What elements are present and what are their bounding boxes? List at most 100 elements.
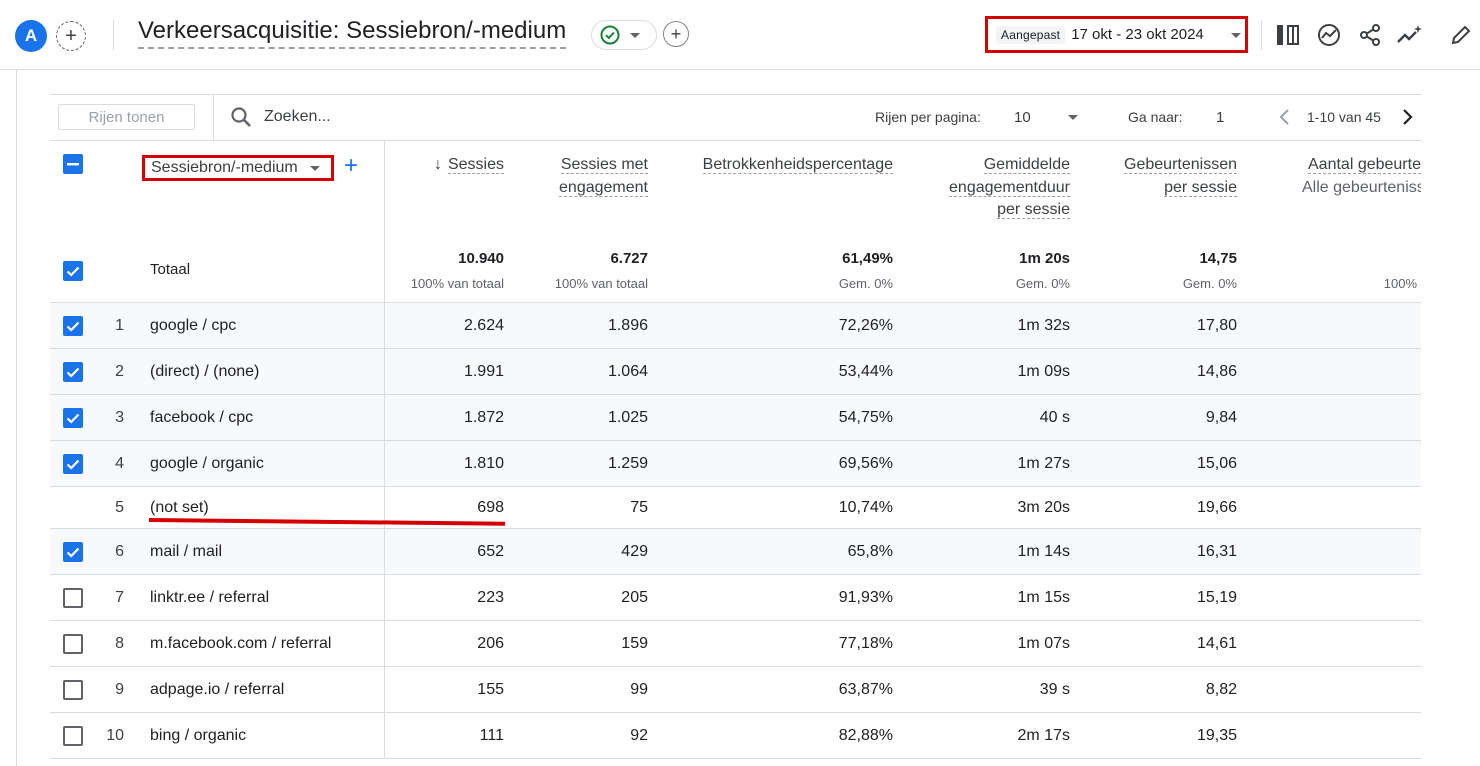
previous-page-icon[interactable] <box>1278 108 1290 126</box>
total-events-avg: Gem. 0% <box>1182 276 1237 291</box>
table-search-input[interactable]: Zoeken... <box>230 106 331 128</box>
row-engaged-sessions: 1.025 <box>607 409 648 426</box>
check-icon <box>66 413 80 424</box>
row-divider <box>50 302 1421 303</box>
row-engagement-rate: 65,8% <box>847 543 893 560</box>
row-engaged-sessions: 1.064 <box>607 363 648 380</box>
total-sessions-share: 100% van totaal <box>410 276 504 291</box>
column-header-sessions[interactable]: ↓ Sessies <box>434 154 504 177</box>
row-checkbox[interactable] <box>63 588 83 608</box>
anomaly-insights-button[interactable] <box>1395 20 1425 50</box>
row-checkbox[interactable] <box>63 454 83 474</box>
add-dimension-button[interactable]: + <box>344 154 358 178</box>
column-label: Gebeurtenissen <box>1124 156 1237 174</box>
select-all-checkbox[interactable] <box>63 154 83 174</box>
row-engagement-rate: 10,74% <box>838 499 893 516</box>
report-status-dropdown[interactable] <box>591 20 657 50</box>
dimension-label: Sessiebron/-medium <box>151 159 298 176</box>
row-engagement-rate: 54,75% <box>838 409 893 426</box>
row-events-per-session: 19,35 <box>1196 727 1237 744</box>
row-number: 10 <box>106 727 124 744</box>
share-button[interactable] <box>1355 20 1385 50</box>
chevron-down-icon <box>630 32 640 38</box>
column-header-engaged-sessions[interactable]: Sessies met engagement <box>559 154 648 199</box>
row-checkbox[interactable] <box>63 680 83 700</box>
row-divider <box>50 486 1421 487</box>
selected-row-background <box>50 529 1421 575</box>
check-icon <box>66 266 80 277</box>
next-page-icon[interactable] <box>1402 108 1414 126</box>
avatar[interactable]: A <box>15 20 47 52</box>
date-preset-badge: Aangepast <box>996 25 1066 44</box>
pencil-icon <box>1451 25 1471 45</box>
column-header-events-per-session[interactable]: Gebeurtenissen per sessie <box>1124 154 1237 199</box>
check-icon <box>66 321 80 332</box>
rows-per-page-select[interactable]: 10 <box>1004 104 1082 130</box>
goto-page-input[interactable]: 1 <box>1216 109 1225 126</box>
totals-label: Totaal <box>150 261 191 278</box>
row-checkbox[interactable] <box>63 726 83 746</box>
row-engaged-sessions: 429 <box>621 543 648 560</box>
totals-checkbox[interactable] <box>63 261 83 281</box>
show-rows-button[interactable]: Rijen tonen <box>58 104 195 130</box>
goto-label: Ga naar: <box>1128 109 1183 125</box>
row-events-per-session: 17,80 <box>1196 317 1237 334</box>
plus-icon: + <box>670 24 682 44</box>
row-dimension-value: m.facebook.com / referral <box>150 635 332 652</box>
add-comparison-button[interactable]: + <box>56 21 86 51</box>
date-range-picker[interactable]: Aangepast 17 okt - 23 okt 2024 <box>985 16 1248 53</box>
row-sessions: 1.810 <box>463 455 504 472</box>
row-divider <box>50 348 1421 349</box>
row-sessions: 652 <box>477 543 504 560</box>
row-avg-duration: 1m 15s <box>1017 589 1070 606</box>
plus-icon: + <box>65 25 77 47</box>
column-header-avg-engagement-time[interactable]: Gemiddelde engagementduur per sessie <box>949 154 1070 222</box>
insights-button[interactable] <box>1314 20 1344 50</box>
dimension-selector[interactable]: Sessiebron/-medium <box>142 155 334 181</box>
row-events-per-session: 16,31 <box>1196 543 1237 560</box>
row-checkbox[interactable] <box>63 316 83 336</box>
row-engagement-rate: 63,87% <box>838 681 893 698</box>
row-dimension-value: facebook / cpc <box>150 409 254 426</box>
row-checkbox[interactable] <box>63 408 83 428</box>
header-divider <box>113 20 114 50</box>
row-dimension-value: mail / mail <box>150 543 223 560</box>
row-number: 2 <box>115 363 124 380</box>
column-label: Gemiddelde <box>983 156 1070 174</box>
check-circle-icon <box>600 25 620 45</box>
total-event-count-share: 100% <box>1383 276 1417 291</box>
column-label: Sessies met <box>560 156 648 174</box>
compare-columns-icon <box>1277 25 1299 45</box>
row-divider <box>50 140 1421 141</box>
add-filter-button[interactable]: + <box>663 21 689 47</box>
row-events-per-session: 15,06 <box>1196 455 1237 472</box>
row-checkbox[interactable] <box>63 634 83 654</box>
column-header-event-count[interactable]: Aantal gebeurte Alle gebeurteniss <box>1302 154 1421 199</box>
column-label: engagement <box>559 178 648 197</box>
column-header-engagement-rate[interactable]: Betrokkenheidspercentage <box>702 154 893 177</box>
row-engagement-rate: 77,18% <box>838 635 893 652</box>
page-title[interactable]: Verkeersacquisitie: Sessiebron/-medium <box>138 17 567 49</box>
column-label: per sessie <box>1164 178 1237 197</box>
row-engagement-rate: 69,56% <box>838 455 893 472</box>
row-engagement-rate: 91,93% <box>838 589 893 606</box>
row-sessions: 1.872 <box>463 409 504 426</box>
event-filter-label: Alle gebeurteniss <box>1302 178 1421 196</box>
edit-button[interactable] <box>1446 20 1476 50</box>
row-checkbox[interactable] <box>63 542 83 562</box>
column-label: Betrokkenheidspercentage <box>702 156 893 174</box>
date-range-text: 17 okt - 23 okt 2024 <box>1071 26 1204 43</box>
search-placeholder: Zoeken... <box>264 108 331 125</box>
row-engagement-rate: 72,26% <box>838 317 893 334</box>
check-icon <box>66 367 80 378</box>
row-number: 9 <box>115 681 124 698</box>
row-sessions: 1.991 <box>463 363 504 380</box>
row-checkbox[interactable] <box>63 362 83 382</box>
compare-button[interactable] <box>1273 20 1303 50</box>
row-sessions: 223 <box>477 589 504 606</box>
row-dimension-value: google / organic <box>150 455 264 472</box>
row-avg-duration: 40 s <box>1039 409 1070 426</box>
row-divider <box>50 528 1421 529</box>
row-number: 7 <box>115 589 124 606</box>
total-avg-duration: 1m 20s <box>1019 250 1070 267</box>
